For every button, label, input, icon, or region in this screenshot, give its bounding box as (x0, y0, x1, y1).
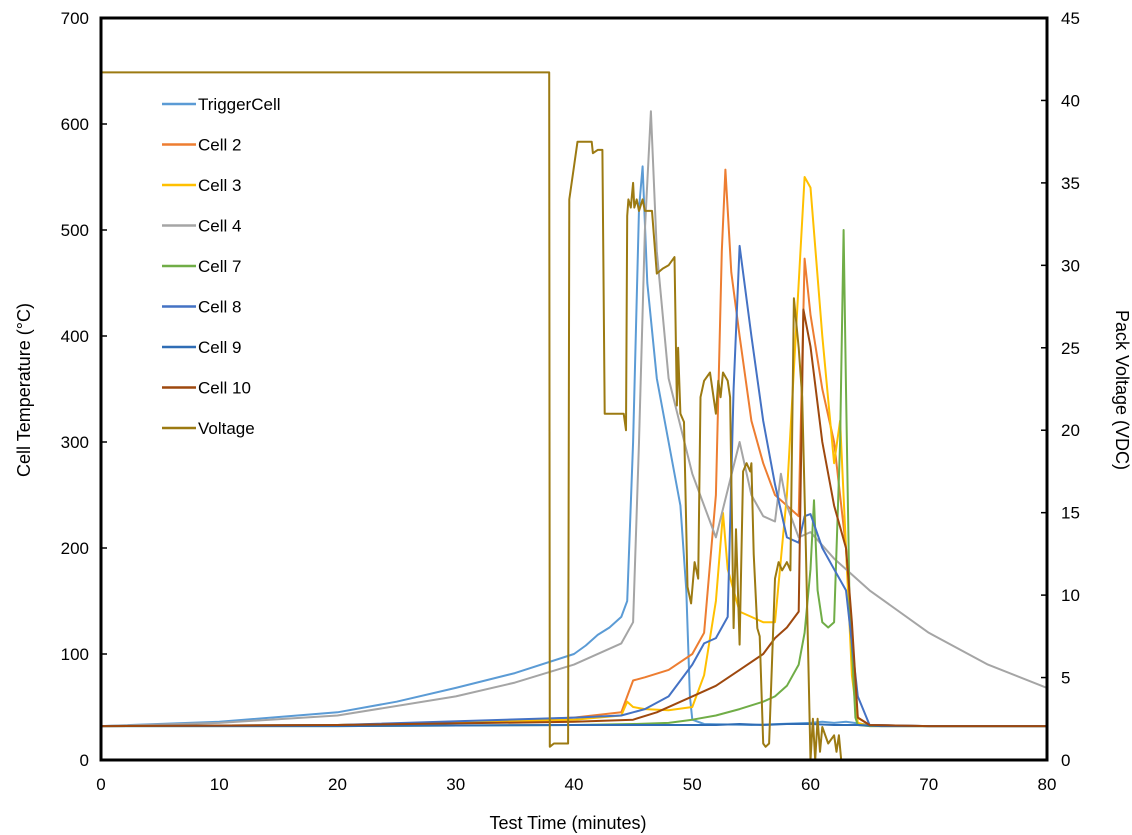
right-tick-label: 15 (1061, 504, 1080, 523)
right-tick-label: 30 (1061, 256, 1080, 275)
series-line-cell-10 (100, 308, 1047, 728)
left-tick-label: 400 (61, 327, 89, 346)
x-axis-title: Test Time (minutes) (489, 813, 646, 833)
x-tick-label: 30 (446, 775, 465, 794)
left-axis-ticks: 0 100 200 300 400 500 600 700 (61, 9, 107, 770)
plot-frame (99, 16, 1049, 762)
x-tick-label: 60 (801, 775, 820, 794)
right-tick-label: 25 (1061, 339, 1080, 358)
left-tick-label: 100 (61, 645, 89, 664)
legend: TriggerCell Cell 2 Cell 3 Cell 4 Cell 7 Cell … (162, 95, 281, 438)
x-tick-label: 50 (683, 775, 702, 794)
x-tick-label: 80 (1038, 775, 1057, 794)
legend-label-voltage: Voltage (198, 419, 255, 438)
left-tick-label: 500 (61, 221, 89, 240)
plot-border (99, 16, 1049, 762)
left-tick-label: 700 (61, 9, 89, 28)
legend-label-cell-4: Cell 4 (198, 217, 241, 236)
right-tick-label: 5 (1061, 669, 1070, 688)
series-layer (100, 71, 1048, 761)
x-tick-label: 40 (565, 775, 584, 794)
right-tick-label: 20 (1061, 421, 1080, 440)
x-axis-ticks: 0 10 20 30 40 50 60 70 80 (96, 775, 1056, 794)
left-tick-label: 200 (61, 539, 89, 558)
legend-label-cell-7: Cell 7 (198, 257, 241, 276)
right-tick-label: 35 (1061, 174, 1080, 193)
x-tick-label: 10 (210, 775, 229, 794)
legend-label-cell-9: Cell 9 (198, 338, 241, 357)
left-tick-label: 0 (80, 751, 89, 770)
series-line-cell-7 (101, 229, 1047, 728)
series-line-cell-8 (100, 244, 1047, 728)
legend-label-triggercell: TriggerCell (198, 95, 281, 114)
left-tick-label: 600 (61, 115, 89, 134)
left-axis-title: Cell Temperature (°C) (14, 303, 34, 477)
x-tick-label: 70 (919, 775, 938, 794)
right-tick-label: 45 (1061, 9, 1080, 28)
plot-background (101, 18, 1047, 760)
x-tick-label: 20 (328, 775, 347, 794)
series-line-triggercell (100, 165, 1047, 728)
right-axis-ticks: 0 5 10 15 20 25 30 35 40 45 (1041, 9, 1080, 770)
right-tick-label: 40 (1061, 91, 1080, 110)
right-axis-title: Pack Voltage (VDC) (1112, 310, 1132, 470)
legend-label-cell-10: Cell 10 (198, 379, 251, 398)
right-tick-label: 10 (1061, 586, 1080, 605)
legend-label-cell-3: Cell 3 (198, 176, 241, 195)
legend-label-cell-8: Cell 8 (198, 298, 241, 317)
right-tick-label: 0 (1061, 751, 1070, 770)
legend-label-cell-2: Cell 2 (198, 136, 241, 155)
x-tick-label: 0 (96, 775, 105, 794)
left-tick-label: 300 (61, 433, 89, 452)
plot-area (101, 18, 1047, 760)
